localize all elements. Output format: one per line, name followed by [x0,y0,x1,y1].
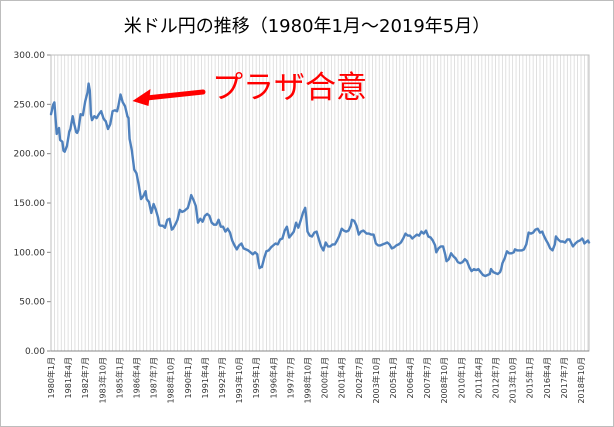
x-tick-label: 1987年7月 [149,357,159,398]
x-tick-label: 1982年7月 [80,357,90,398]
annotation-arrow-head [132,89,151,106]
label-layer: 0.00 50.00 100.00 150.00 200.00 250.00 300.00 1… [14,51,587,404]
x-tick-label: 1980年1月 [46,357,56,398]
x-tick-label: 2008年10月 [439,357,449,404]
y-tick-label: 150.00 [14,199,46,209]
x-tick-label: 1985年1月 [114,357,124,398]
grid-layer [50,55,589,351]
x-tick-label: 1988年10月 [166,357,176,404]
x-tick-label: 1986年4月 [131,357,141,398]
x-tick-label: 2003年10月 [371,357,381,404]
x-tick-label: 2013年10月 [508,357,518,404]
y-tick-label: 200.00 [14,150,46,160]
series-layer [49,82,591,278]
usd-jpy-series-line [49,82,591,278]
x-tick-label: 1981年4月 [63,357,73,398]
y-tick-label: 300.00 [14,51,46,61]
x-tick-label: 2011年4月 [473,357,483,398]
x-tick-label: 2007年7月 [422,357,432,398]
x-tick-label: 1992年7月 [217,357,227,398]
x-tick-label: 1998年10月 [302,357,312,404]
x-tick-label: 2017年7月 [559,357,569,398]
x-tick-label: 2002年7月 [354,357,364,398]
x-tick-label: 1991年4月 [200,357,210,398]
x-tick-label: 2012年7月 [491,357,501,398]
y-tick-label: 50.00 [19,298,45,308]
x-tick-label: 2000年1月 [320,357,330,398]
x-tick-label: 2010年1月 [456,357,466,398]
annotation-arrow-shaft [144,89,206,101]
x-tick-label: 1990年1月 [183,357,193,398]
annotation-arrow-layer [132,89,206,106]
chart-title: 米ドル円の推移（1980年1月～2019年5月） [123,16,491,37]
plaza-accord-annotation: プラザ合意 [212,70,367,106]
x-tick-label: 2015年1月 [525,357,535,398]
y-tick-label: 250.00 [14,100,46,110]
y-tick-label: 100.00 [14,248,46,258]
x-tick-label: 1993年10月 [234,357,244,404]
x-tick-label: 2006年4月 [405,357,415,398]
x-tick-label: 1983年10月 [97,357,107,404]
axis-layer [47,54,590,352]
x-tick-label: 2018年10月 [576,357,586,404]
x-tick-label: 1996年4月 [268,357,278,398]
x-tick-label: 1997年7月 [285,357,295,398]
y-tick-label: 0.00 [25,347,45,357]
x-tick-label: 2016年4月 [542,357,552,398]
x-tick-label: 2001年4月 [337,357,347,398]
x-tick-label: 2005年1月 [388,357,398,398]
x-tick-label: 1995年1月 [251,357,261,398]
